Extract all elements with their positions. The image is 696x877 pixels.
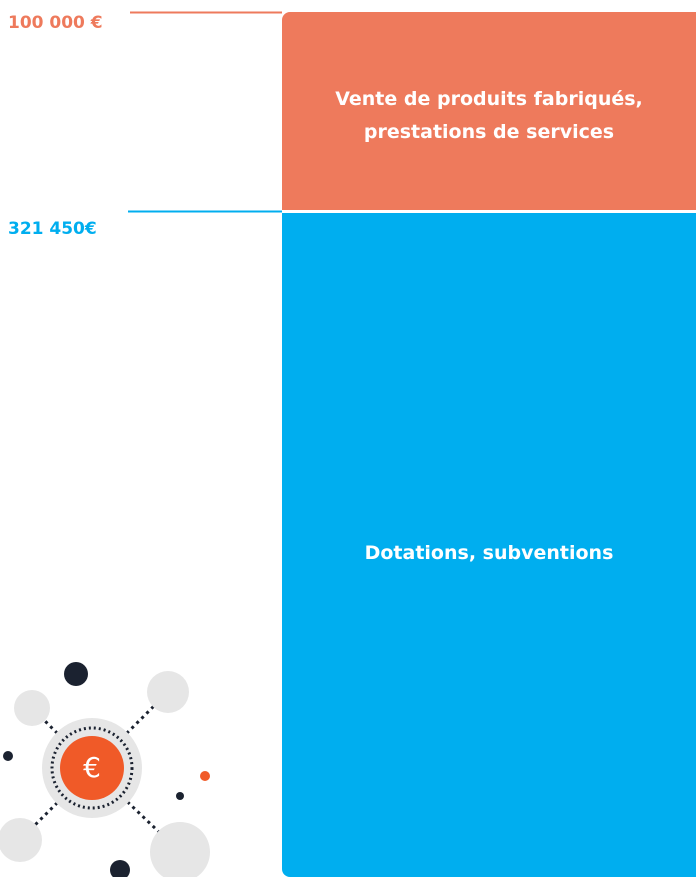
infographic: 100 000 € 321 450€ Vente de produits fab…	[0, 0, 696, 877]
block-label: Dotations, subventions	[365, 542, 614, 564]
amount: 100 000 €	[8, 13, 103, 33]
euro-symbol: €	[83, 751, 101, 784]
block-label: Vente de produits fabriqués,	[335, 88, 643, 110]
block-label: prestations de services	[364, 121, 614, 143]
euro-icon: €	[0, 662, 210, 877]
amount: 321 450€	[8, 219, 97, 239]
revenue-block	[282, 12, 696, 210]
